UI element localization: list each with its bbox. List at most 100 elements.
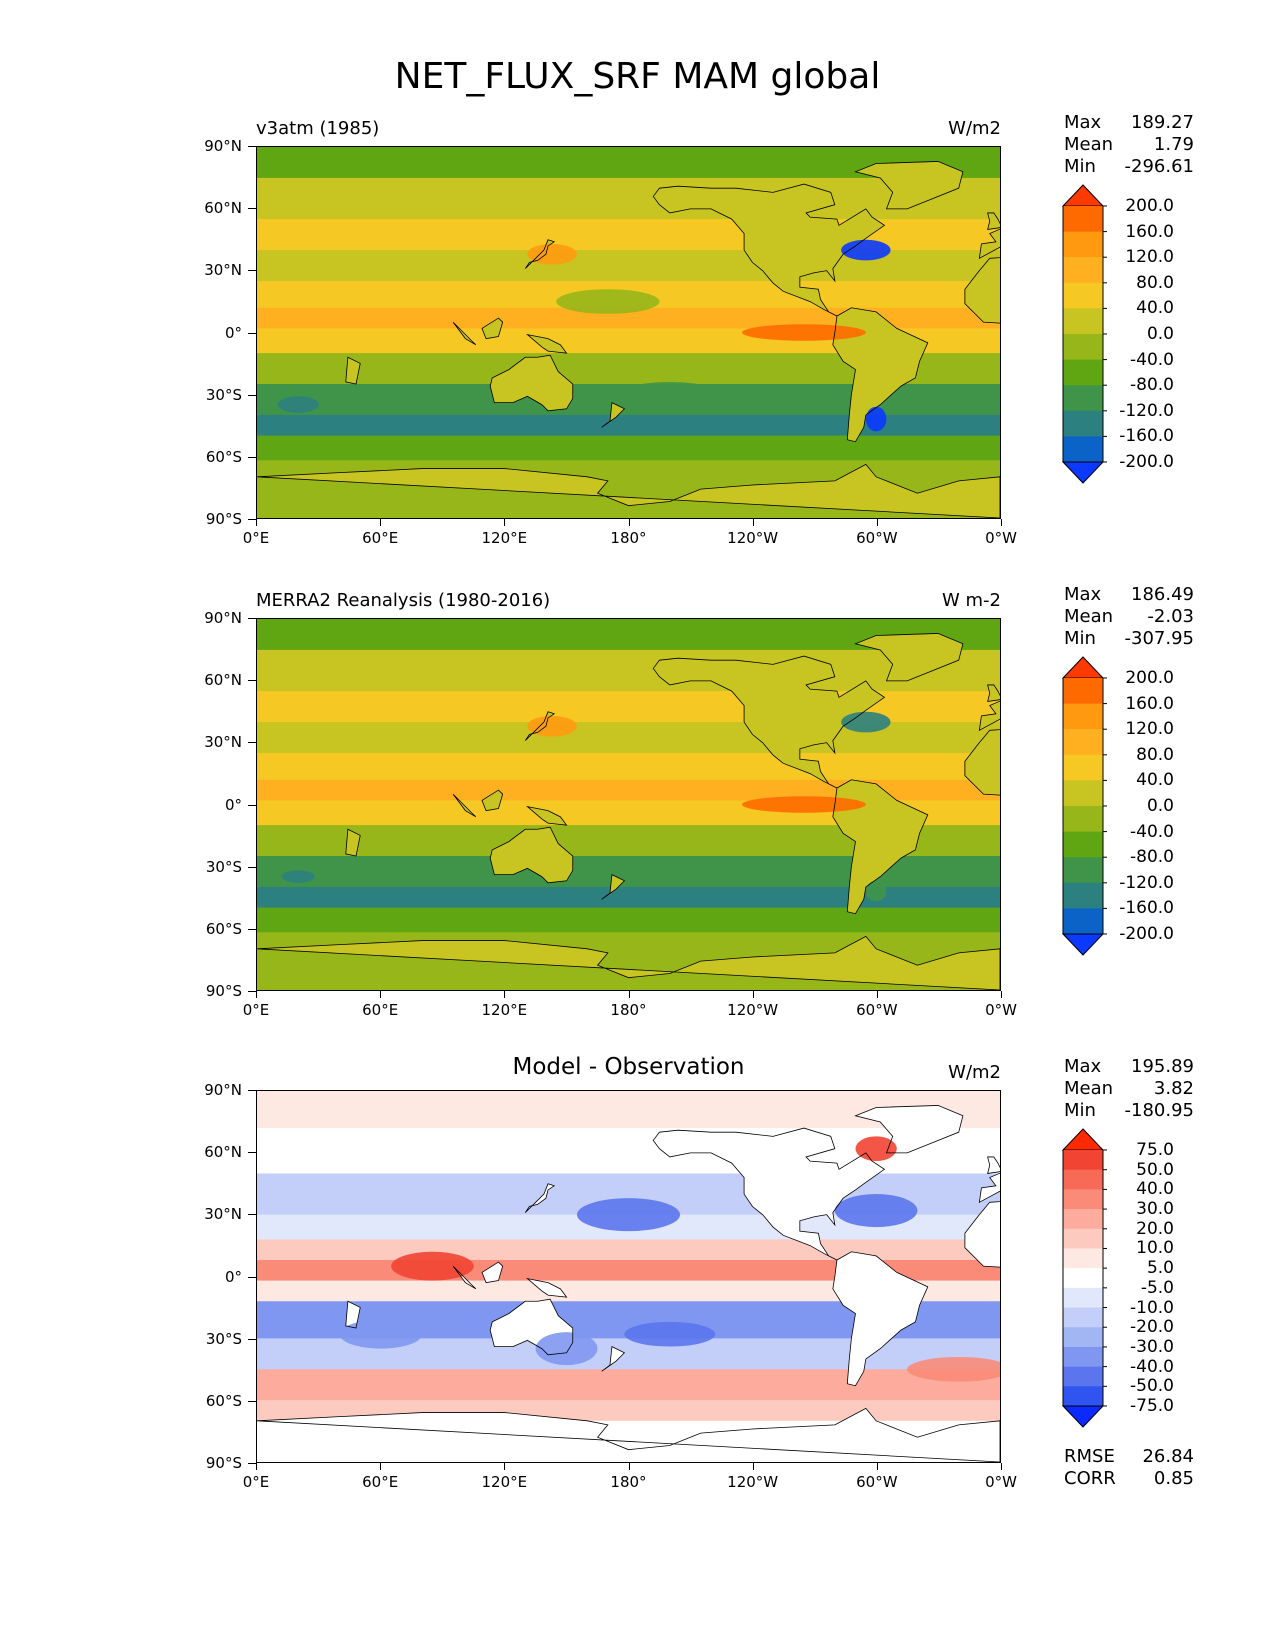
lat-tick-mark bbox=[248, 1090, 256, 1091]
field-band bbox=[257, 250, 1000, 282]
colorbar-segment bbox=[1063, 385, 1103, 412]
coastline bbox=[481, 1261, 504, 1284]
lat-tick-mark bbox=[248, 866, 256, 868]
stat-max: 195.89 bbox=[1131, 1056, 1194, 1077]
colorbar-label: 200.0 bbox=[1125, 196, 1174, 216]
land-fill bbox=[979, 229, 1000, 259]
coastline bbox=[987, 684, 1000, 702]
field-band bbox=[257, 649, 1000, 692]
colorbar-label: -75.0 bbox=[1130, 1396, 1174, 1416]
stat-max: 189.27 bbox=[1131, 112, 1194, 133]
lat-tick-label: 30°S bbox=[205, 857, 242, 876]
land-fill bbox=[257, 936, 1000, 990]
coastline bbox=[854, 1105, 964, 1154]
land-fill bbox=[345, 357, 361, 385]
land-fill bbox=[987, 1156, 1000, 1174]
coastline bbox=[832, 1251, 929, 1387]
lat-tick-label: 30°S bbox=[205, 1329, 242, 1348]
land-fill bbox=[832, 779, 928, 914]
colorbar-label: -10.0 bbox=[1130, 1297, 1174, 1318]
colorbar-extend-min bbox=[1062, 1405, 1105, 1428]
coastline bbox=[832, 307, 929, 443]
coastline bbox=[525, 805, 568, 826]
coastline bbox=[452, 1265, 477, 1290]
panel-title: MERRA2 Reanalysis (1980-2016) bbox=[256, 590, 551, 611]
colorbar bbox=[1062, 1128, 1107, 1428]
colorbar-segment bbox=[1063, 754, 1103, 781]
field-anomaly bbox=[535, 1332, 598, 1366]
lat-tick-label: 60°S bbox=[205, 1391, 242, 1410]
lat-tick-label: 0° bbox=[224, 795, 242, 814]
land-fill bbox=[832, 307, 928, 442]
colorbar-extend-min bbox=[1062, 933, 1105, 956]
lat-tick-label: 90°S bbox=[205, 510, 242, 528]
coastline bbox=[601, 1346, 626, 1372]
colorbar-label: 160.0 bbox=[1125, 221, 1174, 242]
panel-units: W m-2 bbox=[941, 590, 1001, 611]
stat-mean: -2.03 bbox=[1147, 606, 1194, 627]
colorbar-label: 200.0 bbox=[1125, 668, 1174, 688]
colorbar-label: -30.0 bbox=[1130, 1336, 1174, 1357]
land-fill bbox=[601, 402, 625, 428]
field-band bbox=[257, 907, 1000, 933]
lon-tick-mark bbox=[380, 991, 382, 998]
colorbar-label: 5.0 bbox=[1146, 1258, 1174, 1279]
lat-tick-mark bbox=[248, 332, 256, 334]
lat-tick-label: 90°S bbox=[205, 982, 242, 1000]
colorbar-label: -160.0 bbox=[1119, 898, 1174, 919]
lon-tick-label: 180° bbox=[610, 1473, 647, 1491]
lon-tick-label: 0°W bbox=[985, 1001, 1017, 1019]
field-anomaly bbox=[865, 406, 887, 432]
field-band bbox=[257, 414, 1000, 437]
colorbar-label: 30.0 bbox=[1136, 1199, 1174, 1220]
stat-mean-label: Mean bbox=[1064, 1078, 1114, 1099]
land-fill bbox=[490, 827, 573, 883]
lat-tick-label: 60°N bbox=[204, 671, 242, 690]
stat-min-label: Min bbox=[1064, 1100, 1096, 1121]
lon-tick-mark bbox=[876, 991, 878, 998]
colorbar-outline bbox=[1062, 1150, 1104, 1406]
colorbar-extend-min bbox=[1062, 461, 1105, 484]
land-fill bbox=[987, 684, 1000, 702]
colorbar-label: 75.0 bbox=[1136, 1140, 1174, 1160]
land-fill bbox=[257, 1408, 1000, 1462]
lon-tick-mark bbox=[628, 991, 630, 998]
colorbar-segment bbox=[1063, 1248, 1103, 1269]
field-anomaly bbox=[527, 715, 577, 737]
lat-tick-label: 30°N bbox=[204, 733, 242, 752]
lon-tick-label: 120°E bbox=[481, 1473, 528, 1491]
colorbar-label: 40.0 bbox=[1136, 298, 1174, 319]
colorbar-label: 80.0 bbox=[1136, 272, 1174, 293]
land-fill bbox=[527, 806, 567, 826]
lon-tick-label: 120°E bbox=[481, 529, 528, 547]
colorbar-label: -200.0 bbox=[1119, 452, 1174, 472]
land-fill bbox=[345, 829, 361, 857]
lat-tick-label: 30°S bbox=[205, 385, 242, 404]
colorbar-segment bbox=[1063, 1189, 1103, 1210]
land-fill bbox=[601, 874, 625, 900]
coastline bbox=[489, 354, 574, 412]
field-band bbox=[257, 1239, 1000, 1261]
colorbar-segment bbox=[1063, 282, 1103, 309]
lat-tick-label: 90°N bbox=[204, 1081, 242, 1099]
lon-tick-label: 0°W bbox=[985, 529, 1017, 547]
colorbar-label: -40.0 bbox=[1130, 349, 1174, 370]
stat-max-label: Max bbox=[1064, 1056, 1102, 1077]
stat-max-label: Max bbox=[1064, 584, 1102, 605]
coastline bbox=[854, 161, 964, 210]
lat-tick-mark bbox=[248, 680, 256, 682]
coastline bbox=[489, 1298, 574, 1356]
colorbar-segment bbox=[1063, 729, 1103, 756]
lat-tick-mark bbox=[248, 618, 256, 619]
colorbar bbox=[1062, 184, 1107, 484]
colorbar-graphic bbox=[1062, 1128, 1107, 1428]
lon-tick-mark bbox=[256, 519, 257, 526]
panel-difference: Model - Observation W/m2 Max 195.89 Mean 3… bbox=[0, 1054, 1275, 1522]
lon-tick-mark bbox=[752, 519, 754, 526]
lat-tick-mark bbox=[248, 1338, 256, 1340]
lat-tick-label: 60°S bbox=[205, 447, 242, 466]
stat-mean-label: Mean bbox=[1064, 606, 1114, 627]
colorbar-label: -160.0 bbox=[1119, 426, 1174, 447]
lon-tick-mark bbox=[628, 1463, 630, 1470]
land-fill bbox=[832, 1251, 928, 1386]
